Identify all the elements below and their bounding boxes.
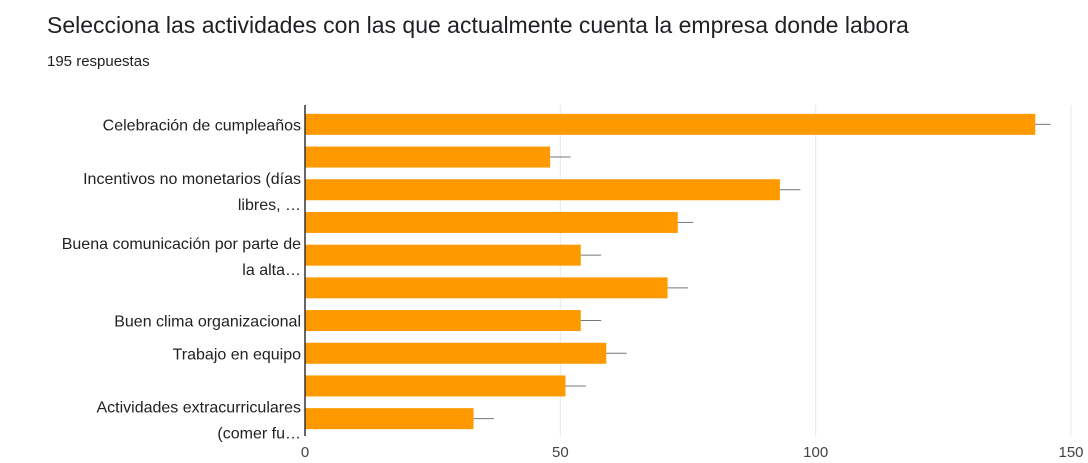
bar <box>305 342 607 364</box>
bar <box>305 179 780 201</box>
category-label: Celebración de cumpleaños <box>103 117 301 134</box>
x-tick-label: 50 <box>552 444 569 461</box>
category-label: la alta… <box>242 262 301 279</box>
bar <box>305 375 566 397</box>
bar <box>305 113 1036 135</box>
category-label: (comer fu… <box>217 426 301 443</box>
bar <box>305 408 474 430</box>
x-tick-label: 0 <box>301 444 309 461</box>
bar <box>305 277 668 299</box>
x-tick-label: 100 <box>803 444 828 461</box>
category-label: Trabajo en equipo <box>173 346 301 363</box>
bar <box>305 211 678 233</box>
x-tick-label: 150 <box>1058 444 1083 461</box>
category-label: Actividades extracurriculares <box>96 400 301 417</box>
category-label: Incentivos no monetarios (días <box>83 171 301 188</box>
category-label: Buena comunicación por parte de <box>62 236 301 253</box>
category-label: Buen clima organizacional <box>114 314 301 331</box>
bar <box>305 244 581 266</box>
response-count: 195 respuestas <box>47 53 150 70</box>
bar <box>305 310 581 332</box>
bar <box>305 146 551 168</box>
chart-title: Selecciona las actividades con las que a… <box>47 12 909 38</box>
category-label: libres, … <box>238 197 301 214</box>
